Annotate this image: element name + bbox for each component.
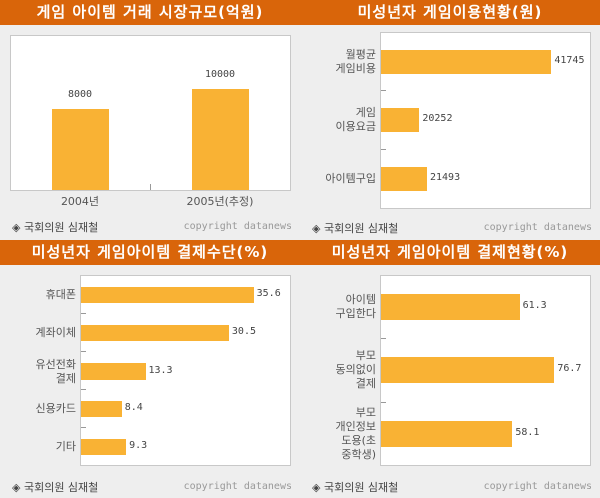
chart-title: 미성년자 게임아이템 결제현황(%) — [300, 240, 600, 265]
bar — [381, 294, 520, 320]
x-tick-label: 2005년(추정) — [186, 195, 254, 208]
axis-tick — [381, 90, 386, 91]
bar — [381, 50, 552, 74]
data-label: 76.7 — [557, 363, 582, 374]
y-tick-label: 계좌이체 — [35, 326, 76, 339]
x-tick-label: 2004년 — [60, 195, 100, 208]
data-label: 8000 — [67, 89, 93, 101]
source-label: ◈ 국회의원 심재철 — [12, 481, 99, 494]
bar — [81, 439, 127, 455]
source-label: ◈ 국회의원 심재철 — [12, 221, 99, 234]
data-label: 20252 — [422, 113, 453, 124]
y-tick-label: 아이템 구입한다 — [335, 293, 376, 320]
data-label: 9.3 — [129, 440, 148, 451]
panel-payment-method: 미성년자 게임아이템 결제수단(%) ◈ 국회의원 심재철 copyright … — [0, 240, 300, 498]
bar — [191, 89, 249, 190]
y-tick-label: 월평균 게임비용 — [335, 48, 376, 75]
data-label: 61.3 — [522, 300, 547, 311]
axis-tick — [81, 351, 86, 352]
data-label: 41745 — [554, 55, 585, 66]
copyright-label: copyright datanews — [483, 481, 592, 492]
chart-title: 미성년자 게임아이템 결제수단(%) — [0, 240, 300, 265]
axis-tick — [150, 184, 151, 190]
panel-market-size: 게임 아이템 거래 시장규모(억원) ◈ 국회의원 심재철 copyright … — [0, 0, 300, 240]
data-label: 8.4 — [124, 402, 143, 413]
bar — [381, 167, 427, 191]
copyright-label: copyright datanews — [183, 221, 292, 232]
axis-tick — [81, 427, 86, 428]
panel-payment-status: 미성년자 게임아이템 결제현황(%) ◈ 국회의원 심재철 copyright … — [300, 240, 600, 498]
bar — [381, 421, 513, 447]
data-label: 58.1 — [515, 427, 540, 438]
bar — [81, 325, 229, 341]
y-tick-label: 휴대폰 — [45, 288, 76, 301]
axis-tick — [81, 313, 86, 314]
bar — [81, 401, 122, 417]
y-tick-label: 게임 이용요금 — [335, 106, 376, 133]
bar — [51, 109, 109, 190]
data-label: 13.3 — [148, 364, 173, 376]
y-tick-label: 유선전화 결제 — [35, 357, 76, 385]
copyright-label: copyright datanews — [483, 222, 592, 233]
axis-tick — [81, 389, 86, 390]
panel-minor-usage: 미성년자 게임이용현황(원) ◈ 국회의원 심재철 copyright data… — [300, 0, 600, 240]
bar — [381, 108, 420, 132]
axis-tick — [381, 338, 386, 339]
copyright-label: copyright datanews — [183, 481, 292, 492]
y-tick-label: 신용카드 — [35, 402, 76, 415]
bar — [81, 287, 254, 303]
chart-title: 미성년자 게임이용현황(원) — [300, 0, 600, 25]
data-label: 21493 — [430, 172, 461, 183]
y-tick-label: 부모 동의없이 결제 — [335, 349, 376, 390]
bar — [381, 357, 555, 383]
axis-tick — [381, 149, 386, 150]
y-tick-label: 아이템구입 — [325, 172, 376, 185]
source-label: ◈ 국회의원 심재철 — [312, 222, 399, 235]
y-tick-label: 부모 개인정보 도용(초 중학생) — [335, 406, 376, 461]
data-label: 30.5 — [231, 326, 256, 337]
chart-title: 게임 아이템 거래 시장규모(억원) — [0, 0, 300, 25]
y-tick-label: 기타 — [55, 440, 76, 453]
data-label: 10000 — [204, 69, 236, 81]
data-label: 35.6 — [256, 288, 281, 299]
source-label: ◈ 국회의원 심재철 — [312, 481, 399, 494]
axis-tick — [381, 402, 386, 403]
bar — [81, 363, 146, 380]
